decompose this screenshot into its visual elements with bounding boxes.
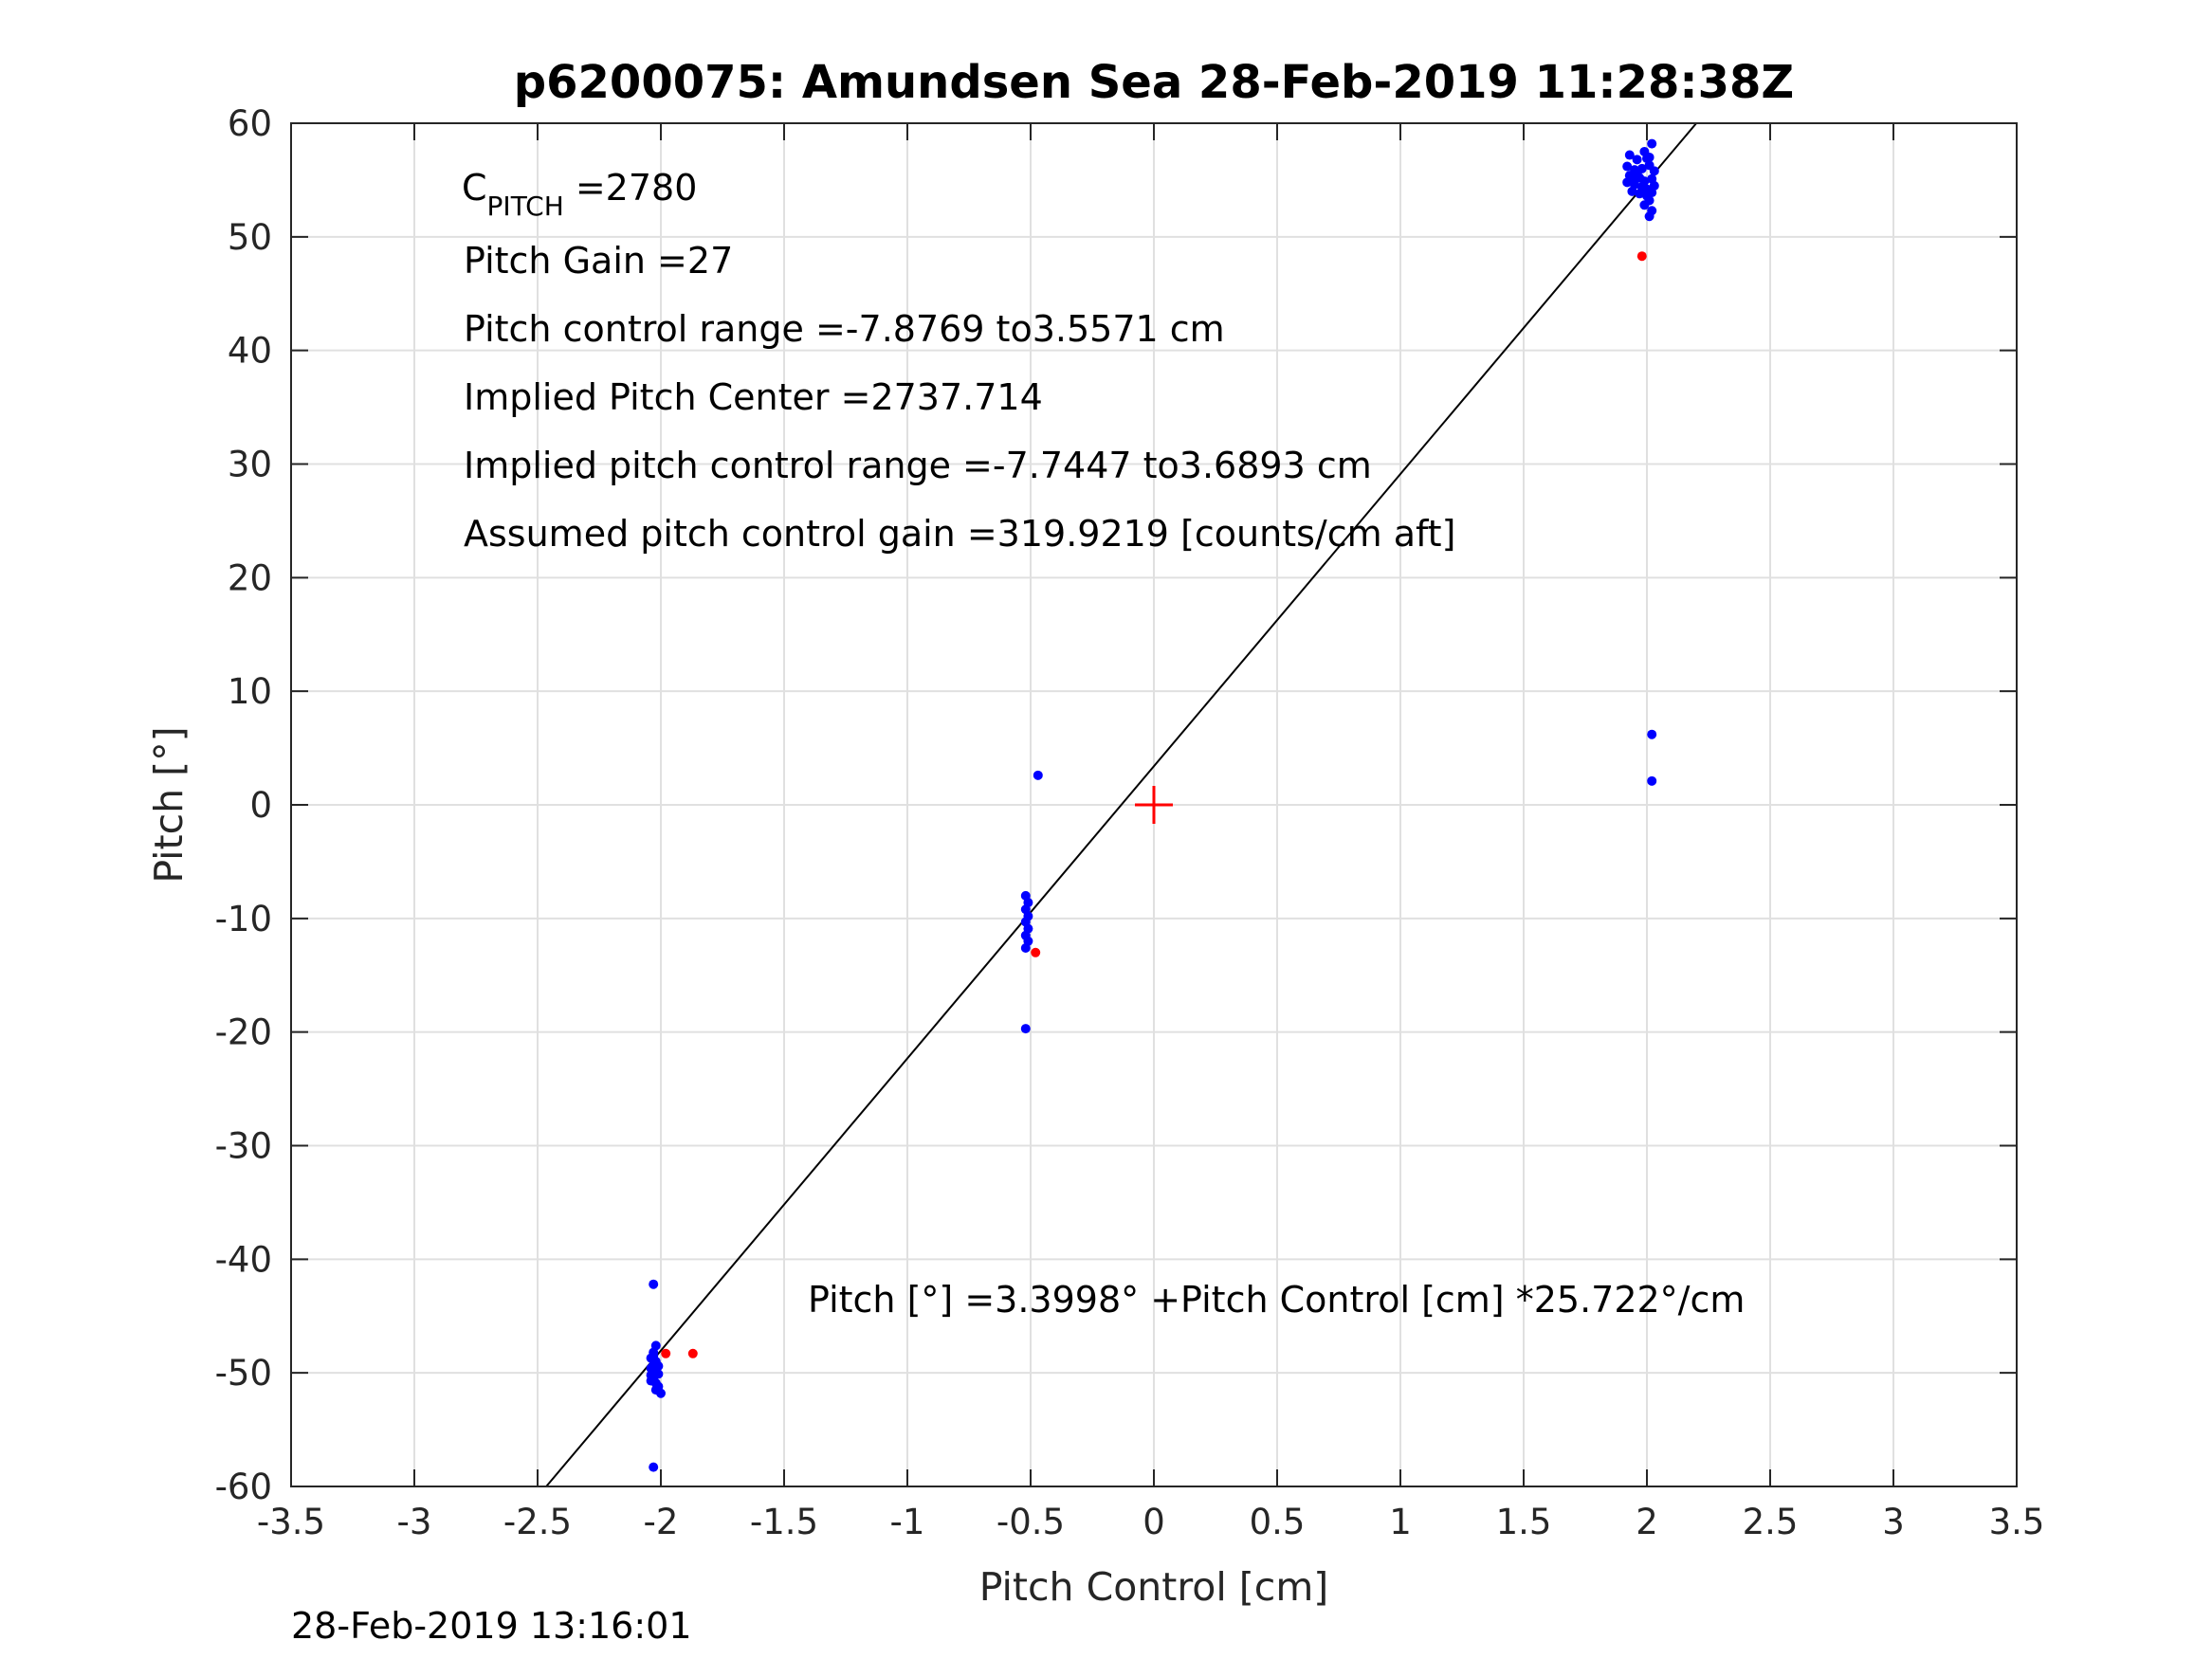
y-tick-label: 0 bbox=[249, 785, 272, 826]
implied-pitch-center-annotation: Implied Pitch Center =2737.714 bbox=[464, 376, 1043, 418]
center-marker-layer bbox=[1135, 786, 1173, 824]
blue-data-point bbox=[1020, 942, 1031, 953]
x-tick-label: -3.5 bbox=[257, 1502, 325, 1542]
cpitch-subscript: PITCH bbox=[487, 191, 564, 222]
red-data-point bbox=[687, 1348, 698, 1358]
y-tick-label: 20 bbox=[228, 557, 272, 598]
cpitch-main: C bbox=[462, 167, 487, 209]
x-tick-label: 3.5 bbox=[1989, 1502, 2045, 1542]
x-tick-label: 2 bbox=[1636, 1502, 1658, 1542]
y-tick-label: 60 bbox=[228, 103, 272, 144]
fit-line-layer bbox=[545, 122, 1697, 1487]
blue-data-point bbox=[1622, 161, 1633, 172]
blue-data-point bbox=[1627, 186, 1637, 196]
x-tick-label: -1.5 bbox=[750, 1502, 818, 1542]
y-tick-label: -50 bbox=[215, 1353, 272, 1394]
blue-data-point bbox=[649, 1279, 659, 1289]
blue-data-point bbox=[649, 1462, 659, 1472]
y-tick-label: 30 bbox=[228, 445, 272, 485]
fit-line bbox=[545, 122, 1697, 1487]
blue-data-point bbox=[1639, 200, 1650, 210]
chart-title: p6200075: Amundsen Sea 28-Feb-2019 11:28… bbox=[514, 56, 1794, 109]
blue-data-point bbox=[1624, 150, 1635, 160]
data-points bbox=[646, 138, 1659, 1472]
blue-data-point bbox=[1020, 1024, 1031, 1034]
blue-data-point bbox=[1635, 189, 1645, 199]
axis-ticks bbox=[290, 122, 2018, 1487]
y-tick-label: 50 bbox=[228, 217, 272, 258]
x-tick-label: 1 bbox=[1389, 1502, 1412, 1542]
blue-data-point bbox=[1622, 177, 1633, 188]
blue-data-point bbox=[646, 1370, 656, 1380]
x-tick-label: -1 bbox=[890, 1502, 925, 1542]
pitch-gain-annotation: Pitch Gain =27 bbox=[464, 240, 733, 282]
pitch-control-range-annotation: Pitch control range =-7.8769 to3.5571 cm bbox=[464, 308, 1225, 350]
y-tick-label: -40 bbox=[215, 1239, 272, 1280]
x-tick-label: -0.5 bbox=[996, 1502, 1065, 1542]
blue-data-point bbox=[1647, 729, 1657, 739]
x-tick-label: -2.5 bbox=[503, 1502, 572, 1542]
y-tick-label: -60 bbox=[215, 1467, 272, 1507]
blue-data-point bbox=[1644, 211, 1654, 222]
y-axis-label: Pitch [°] bbox=[146, 726, 192, 883]
x-tick-label: 0.5 bbox=[1250, 1502, 1306, 1542]
x-axis-label: Pitch Control [cm] bbox=[979, 1564, 1329, 1610]
blue-data-point bbox=[649, 1351, 659, 1361]
implied-pitch-control-range-annotation: Implied pitch control range =-7.7447 to3… bbox=[464, 445, 1372, 486]
red-data-point bbox=[1636, 251, 1647, 262]
blue-data-point bbox=[653, 1360, 664, 1371]
fit-equation-annotation: Pitch [°] =3.3998° +Pitch Control [cm] *… bbox=[808, 1279, 1745, 1321]
y-tick-label: 10 bbox=[228, 671, 272, 712]
x-tick-label: -2 bbox=[644, 1502, 679, 1542]
blue-data-point bbox=[656, 1388, 666, 1398]
blue-data-point bbox=[1033, 770, 1043, 780]
blue-data-point bbox=[1632, 155, 1642, 165]
x-tick-label: 3 bbox=[1882, 1502, 1905, 1542]
y-tick-label: -20 bbox=[215, 1012, 272, 1053]
assumed-pitch-control-gain-annotation: Assumed pitch control gain =319.9219 [co… bbox=[464, 513, 1455, 555]
blue-data-point bbox=[1647, 188, 1657, 198]
y-tick-labels: -60 -50 -40 -30 -20 -10 0 10 20 30 40 50 60 bbox=[215, 103, 272, 1507]
cpitch-value: =2780 bbox=[564, 167, 698, 209]
x-tick-labels: -3.5 -3 -2.5 -2 -1.5 -1 -0.5 0 0.5 1 1.5 2 2.5 3 3.5 bbox=[257, 1502, 2045, 1542]
blue-data-point bbox=[1632, 168, 1642, 178]
x-tick-label: 2.5 bbox=[1743, 1502, 1799, 1542]
y-tick-label: -10 bbox=[215, 899, 272, 939]
blue-data-point bbox=[1647, 775, 1657, 786]
x-tick-label: 0 bbox=[1143, 1502, 1165, 1542]
x-tick-label: -3 bbox=[397, 1502, 432, 1542]
red-data-point bbox=[1031, 947, 1041, 957]
y-tick-label: -30 bbox=[215, 1126, 272, 1167]
blue-data-point bbox=[1647, 138, 1657, 149]
x-tick-label: 1.5 bbox=[1496, 1502, 1552, 1542]
blue-data-point bbox=[1649, 166, 1659, 176]
footer-timestamp: 28-Feb-2019 13:16:01 bbox=[291, 1605, 692, 1647]
cpitch-annotation: CPITCH =2780 bbox=[462, 167, 697, 222]
blue-data-point bbox=[1642, 154, 1652, 164]
red-data-point bbox=[661, 1348, 671, 1358]
y-tick-label: 40 bbox=[228, 331, 272, 372]
